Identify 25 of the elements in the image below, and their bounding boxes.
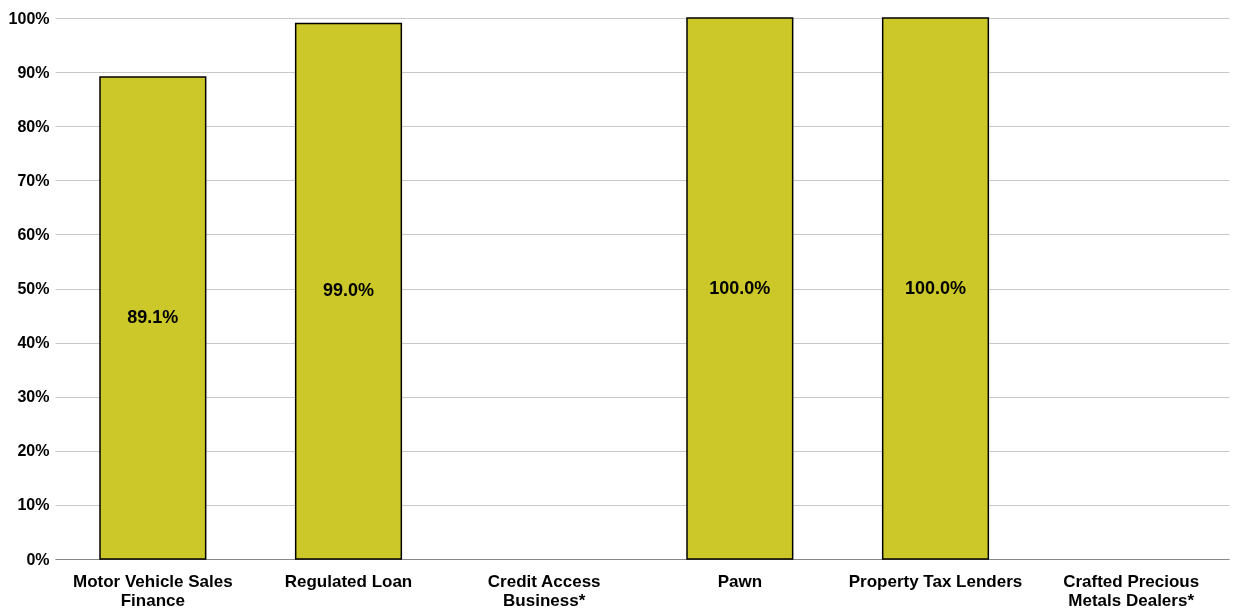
data-label: 99.0% [322, 280, 375, 301]
y-tick-label: 70% [17, 171, 50, 189]
x-tick-label: Pawn [717, 571, 763, 591]
data-label: 100.0% [904, 277, 967, 298]
y-tick-label: 60% [17, 225, 50, 243]
y-tick-label: 40% [17, 334, 50, 352]
y-tick-label: 90% [17, 63, 50, 81]
x-tick-label: Regulated Loan [284, 571, 413, 591]
bar [294, 22, 403, 560]
y-tick-label: 20% [17, 442, 50, 460]
x-tick-label: Property Tax Lenders [848, 571, 1023, 591]
x-tick-label: Credit Access Business* [487, 571, 601, 610]
y-tick-label: 80% [17, 117, 50, 135]
data-label: 100.0% [709, 277, 771, 298]
bar [686, 17, 794, 560]
y-tick-label: 100% [8, 9, 50, 27]
y-tick-label: 10% [17, 496, 50, 514]
y-tick-label: 0% [26, 550, 50, 568]
bar [99, 76, 207, 560]
x-tick-label: Motor Vehicle Sales Finance [72, 571, 233, 610]
y-tick-label: 30% [17, 388, 50, 406]
y-tick-label: 50% [17, 280, 50, 297]
bar [881, 17, 990, 560]
x-tick-label: Crafted Precious Metals Dealers* [1063, 571, 1200, 610]
data-label: 89.1% [127, 306, 179, 327]
